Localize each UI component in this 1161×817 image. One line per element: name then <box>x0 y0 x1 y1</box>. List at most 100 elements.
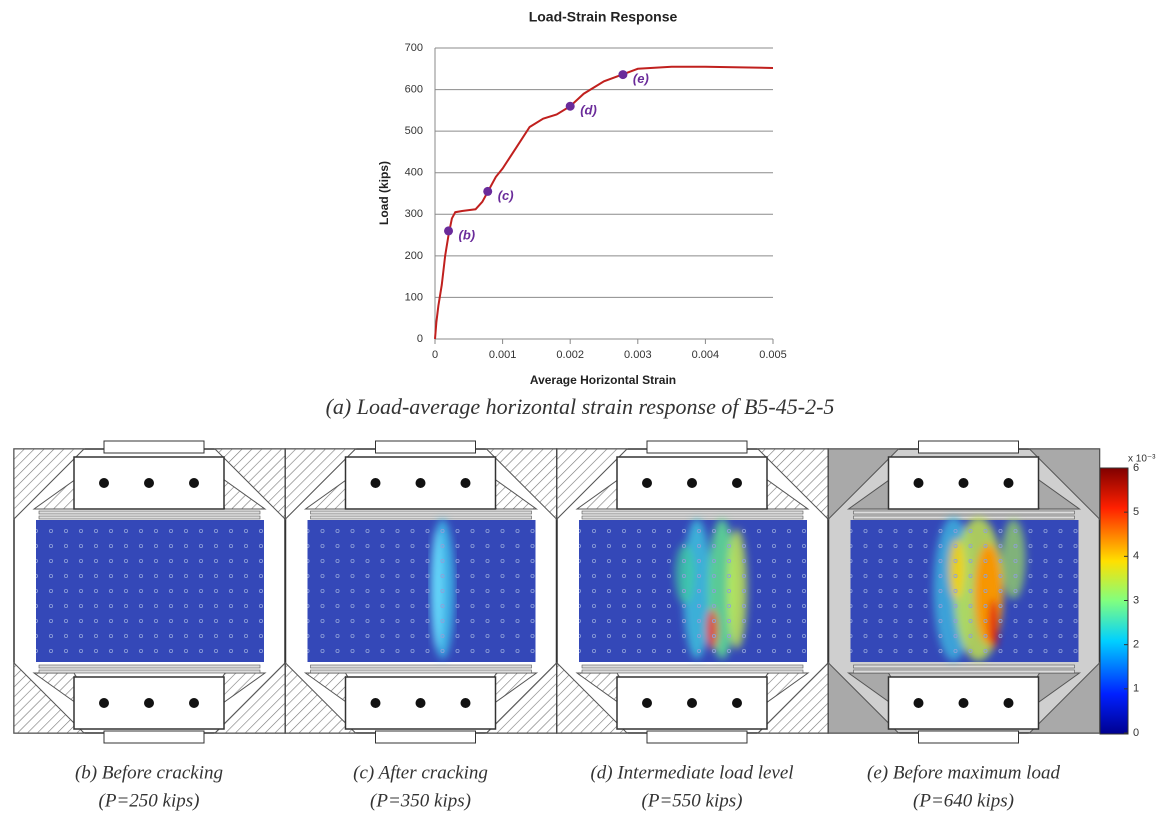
bolt <box>959 478 969 488</box>
support-plate <box>376 441 476 453</box>
x-tick-label: 0.002 <box>556 349 584 361</box>
panel-caption: (b) Before cracking <box>75 762 223 783</box>
steel-bar <box>311 516 532 519</box>
bolt <box>99 478 109 488</box>
gauge-grid <box>579 520 807 662</box>
steel-bar <box>854 670 1075 673</box>
point-marker <box>618 70 627 79</box>
x-tick-label: 0 <box>432 349 438 361</box>
specimen-panel <box>829 441 1100 743</box>
x-tick-label: 0.005 <box>759 349 787 361</box>
steel-bar <box>39 511 260 514</box>
bolt <box>687 478 697 488</box>
figure: Load-Strain Response Average Horizontal … <box>0 0 1161 817</box>
y-tick-label: 100 <box>405 291 423 303</box>
point-marker <box>566 102 575 111</box>
bolt <box>189 698 199 708</box>
support-plate <box>647 441 747 453</box>
bolt <box>914 478 924 488</box>
panel-caption: (c) After cracking <box>353 762 488 783</box>
bolt <box>189 478 199 488</box>
steel-bar <box>39 670 260 673</box>
x-tick-label: 0.004 <box>692 349 720 361</box>
steel-bar <box>39 665 260 668</box>
bolt <box>959 698 969 708</box>
panel-load: (P=550 kips) <box>642 790 743 811</box>
bolt <box>1004 478 1014 488</box>
bolt <box>642 698 652 708</box>
steel-bar <box>582 665 803 668</box>
chart-title: Load-Strain Response <box>529 9 678 25</box>
panel-caption: (e) Before maximum load <box>867 762 1060 783</box>
colorbar-tick-label: 2 <box>1133 639 1139 651</box>
point-label: (c) <box>498 188 514 203</box>
bolt <box>461 698 471 708</box>
bolt <box>1004 698 1014 708</box>
x-axis-label: Average Horizontal Strain <box>530 373 676 387</box>
steel-bar <box>311 511 532 514</box>
specimen-panel <box>286 441 557 743</box>
bolt <box>732 478 742 488</box>
y-tick-label: 400 <box>405 167 423 179</box>
y-tick-label: 600 <box>405 83 423 95</box>
steel-bar <box>311 665 532 668</box>
support-plate <box>104 441 204 453</box>
steel-bar <box>311 670 532 673</box>
colorbar-tick-label: 6 <box>1133 462 1139 474</box>
bolt <box>416 698 426 708</box>
y-tick-label: 200 <box>405 250 423 262</box>
panel-caption: (d) Intermediate load level <box>590 762 793 783</box>
bolt <box>914 698 924 708</box>
support-plate <box>919 441 1019 453</box>
y-tick-label: 300 <box>405 208 423 220</box>
gauge-grid <box>851 520 1079 662</box>
bolt <box>732 698 742 708</box>
support-plate <box>919 731 1019 743</box>
colorbar-tick-label: 5 <box>1133 506 1139 518</box>
steel-bar <box>582 670 803 673</box>
colorbar-tick-label: 0 <box>1133 727 1139 739</box>
panel-load: (P=350 kips) <box>370 790 471 811</box>
bolt <box>371 698 381 708</box>
y-tick-label: 700 <box>405 42 423 54</box>
x-tick-label: 0.003 <box>624 349 652 361</box>
support-plate <box>647 731 747 743</box>
specimen-panel <box>557 441 828 743</box>
bolt <box>144 478 154 488</box>
gauge-grid <box>36 520 264 662</box>
steel-bar <box>39 516 260 519</box>
support-plate <box>104 731 204 743</box>
steel-bar <box>854 511 1075 514</box>
point-label: (b) <box>459 227 476 242</box>
steel-bar <box>854 665 1075 668</box>
bolt <box>99 698 109 708</box>
steel-bar <box>582 516 803 519</box>
figure-caption: (a) Load-average horizontal strain respo… <box>326 394 835 419</box>
steel-bar <box>582 511 803 514</box>
y-tick-label: 500 <box>405 125 423 137</box>
colorbar-tick-label: 3 <box>1133 594 1139 606</box>
point-marker <box>483 187 492 196</box>
support-plate <box>376 731 476 743</box>
x-tick-label: 0.001 <box>489 349 517 361</box>
colorbar-tick-label: 1 <box>1133 683 1139 695</box>
steel-bar <box>854 516 1075 519</box>
bolt <box>416 478 426 488</box>
bolt <box>642 478 652 488</box>
colorbar-tick-label: 4 <box>1133 550 1139 562</box>
point-label: (e) <box>633 71 649 86</box>
data-line <box>435 67 773 339</box>
panel-load: (P=250 kips) <box>99 790 200 811</box>
point-label: (d) <box>580 103 597 118</box>
gauge-grid <box>308 520 536 662</box>
colorbar <box>1100 468 1128 734</box>
point-marker <box>444 226 453 235</box>
bolt <box>461 478 471 488</box>
y-axis-label: Load (kips) <box>377 161 391 225</box>
specimen-panel <box>14 441 285 743</box>
bolt <box>371 478 381 488</box>
panel-load: (P=640 kips) <box>913 790 1014 811</box>
y-tick-label: 0 <box>417 333 423 345</box>
bolt <box>687 698 697 708</box>
bolt <box>144 698 154 708</box>
